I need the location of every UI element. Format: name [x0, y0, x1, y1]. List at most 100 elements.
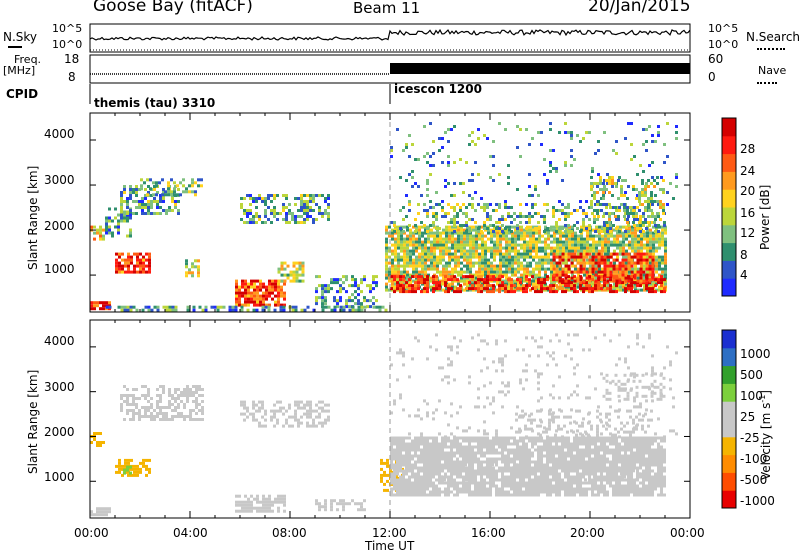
velocity-region-7 [315, 499, 366, 512]
power-colorbar-swatch [722, 207, 736, 226]
power-colorbar-swatch [722, 135, 736, 155]
nave-tick-top: 60 [708, 52, 724, 66]
velocity-cbar-tick-m500: -500 [740, 473, 768, 487]
power-cbar-tick-20: 20 [740, 184, 756, 198]
power-region-5 [140, 178, 203, 197]
power-ytick-3000: 3000 [44, 173, 75, 187]
power-region-3 [115, 252, 151, 274]
velocity-ytick-2000: 2000 [44, 425, 75, 439]
velocity-ytick-4000: 4000 [44, 334, 75, 348]
power-region-7 [240, 194, 330, 224]
velocity-colorbar-swatch [722, 330, 736, 349]
xtick-2: 08:00 [272, 526, 307, 540]
power-region-14 [390, 203, 666, 233]
velocity-colorbar-swatch [722, 472, 736, 491]
velocity-cbar-tick-500: 500 [740, 368, 763, 382]
power-region-1 [90, 225, 105, 241]
velocity-ytick-1000: 1000 [44, 470, 75, 484]
velocity-region-0 [90, 507, 111, 517]
velocity-panel [89, 319, 691, 519]
velocity-cbar-tick-100: 100 [740, 389, 763, 403]
cpid-segment-2: icescon 1200 [394, 82, 482, 96]
power-region-16 [552, 252, 655, 283]
power-ytick-1000: 1000 [44, 262, 75, 276]
velocity-cbar-tick-m100: -100 [740, 452, 768, 466]
xtick-3: 12:00 [372, 526, 407, 540]
xtick-1: 04:00 [173, 526, 208, 540]
velocity-colorbar-swatch [722, 436, 736, 456]
beam-title: Beam 11 [353, 0, 421, 17]
power-region-6 [185, 259, 200, 278]
freq-label: Freq. [14, 53, 42, 66]
nsearch-legend-line [757, 48, 785, 50]
power-region-8 [235, 279, 286, 307]
power-cbar-tick-28: 28 [740, 142, 756, 156]
power-region-17 [590, 176, 665, 224]
velocity-region-12 [602, 373, 666, 401]
power-colorbar-frame [721, 117, 737, 297]
nsky-tick-bottom: 10^0 [52, 38, 83, 51]
power-region-15 [390, 122, 678, 206]
status-panel [89, 23, 691, 104]
velocity-colorbar-swatch [722, 365, 736, 384]
axes [89, 113, 691, 518]
velocity-region-11 [515, 409, 653, 437]
velocity-region-2 [115, 458, 151, 477]
nsky-legend-line [8, 46, 22, 48]
power-region-13 [390, 275, 666, 294]
nave-legend-line [757, 82, 777, 84]
velocity-colorbar-swatch [722, 383, 736, 402]
power-ytick-4000: 4000 [44, 127, 75, 141]
xtick-4: 16:00 [471, 526, 506, 540]
cpid-label: CPID [6, 87, 39, 101]
nave-label: Nave [758, 64, 787, 77]
velocity-region-6 [235, 494, 286, 513]
power-colorbar-swatch [722, 118, 736, 137]
nsky-box [89, 23, 691, 53]
nsky-line [89, 28, 691, 41]
freq-block-seg2 [390, 63, 690, 74]
velocity-region-5 [240, 400, 330, 428]
xtick-0: 00:00 [74, 526, 109, 540]
power-ytick-2000: 2000 [44, 219, 75, 233]
nsearch-label: N.Search [746, 30, 800, 44]
power-colorbar-swatch [722, 242, 736, 261]
power-colorbar-swatch [722, 189, 736, 208]
xtick-5: 20:00 [570, 526, 605, 540]
velocity-colorbar-swatch [722, 454, 736, 473]
power-cbar-tick-12: 12 [740, 226, 756, 240]
power-colorbar-swatch [722, 260, 736, 279]
date-title: 20/Jan/2015 [588, 0, 691, 16]
xaxis-label: Time UT [365, 539, 415, 553]
power-region-9 [277, 261, 305, 283]
nsky-tick-top: 10^5 [52, 22, 83, 35]
velocity-colorbar-frame [721, 329, 737, 509]
velocity-cbar-tick-1000: 1000 [740, 347, 771, 361]
velocity-ytick-3000: 3000 [44, 380, 75, 394]
freq-unit: [MHz] [3, 64, 36, 77]
station-title: Goose Bay (fitACF) [93, 0, 253, 16]
power-colorbar-swatch [722, 171, 736, 190]
power-region-10 [315, 275, 378, 309]
velocity-region-4 [120, 385, 204, 421]
velocity-region-13 [440, 463, 641, 482]
velocity-colorbar-swatch [722, 419, 736, 438]
velocity-colorbar-swatch [722, 490, 736, 509]
power-cbar-tick-4: 4 [740, 268, 748, 282]
colorbars [721, 117, 737, 509]
freq-tick-bottom: 8 [68, 70, 76, 84]
velocity-region-3 [123, 465, 132, 475]
velocity-cbar-tick-m25: -25 [740, 431, 760, 445]
power-region-11 [105, 305, 388, 312]
power-region-4 [120, 185, 180, 215]
nsky-label: N.Sky [3, 30, 38, 44]
velocity-region-9 [390, 436, 666, 497]
velocity-colorbar-swatch [722, 347, 736, 367]
power-colorbar-swatch [722, 153, 736, 172]
power-cbar-tick-24: 24 [740, 164, 756, 178]
cpid-segment-1: themis (tau) 3310 [94, 96, 216, 110]
power-cbar-tick-16: 16 [740, 206, 756, 220]
velocity-cbar-tick-25: 25 [740, 410, 756, 424]
power-colorbar-swatch [722, 278, 736, 297]
